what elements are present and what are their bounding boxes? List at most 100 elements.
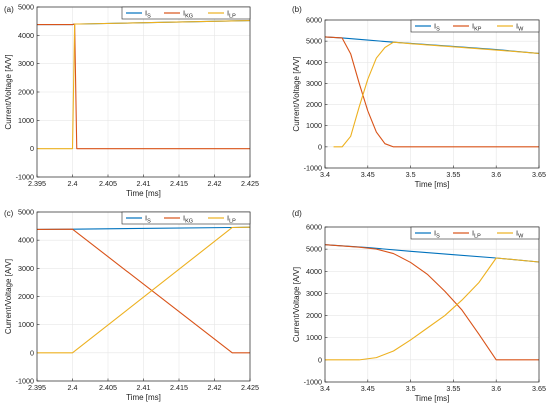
legend-entry: ILP bbox=[227, 214, 236, 225]
y-tick-label: 1000 bbox=[18, 320, 34, 329]
x-tick-label: 2.41 bbox=[137, 179, 151, 188]
x-tick-label: 3.4 bbox=[320, 170, 330, 179]
x-axis-label: Time [ms] bbox=[415, 394, 450, 403]
legend: IS IKG ILP bbox=[121, 6, 251, 20]
legend-entry: IS bbox=[145, 214, 151, 225]
y-tick-label: 3000 bbox=[18, 264, 34, 273]
y-tick-label: 4000 bbox=[306, 267, 322, 276]
chart-panel: 3.4 3.45 3.5 3.55 3.6 3.65 -1000 0 1000 2000 3000 4… bbox=[292, 5, 546, 189]
x-tick-label: 3.45 bbox=[361, 170, 375, 179]
panel-label: (b) bbox=[292, 5, 302, 14]
x-tick-label: 3.55 bbox=[446, 384, 460, 393]
x-tick-label: 3.5 bbox=[406, 384, 416, 393]
x-axis-label: Time [ms] bbox=[126, 393, 161, 402]
series-line bbox=[324, 244, 539, 361]
y-tick-label: 2000 bbox=[18, 292, 34, 301]
y-tick-label: 1000 bbox=[18, 116, 34, 125]
legend-entry: ILP bbox=[472, 229, 481, 240]
x-tick-label: 2.405 bbox=[99, 383, 117, 392]
legend-entry: IKG bbox=[183, 9, 193, 20]
y-axis-label: Current/Voltage [A/V] bbox=[292, 267, 301, 342]
legend: IS IKP IW bbox=[410, 19, 540, 33]
legend-entry: IS bbox=[145, 9, 151, 20]
legend-entry: ILP bbox=[227, 9, 236, 20]
legend-box bbox=[410, 19, 540, 33]
plot-area bbox=[325, 20, 539, 168]
series-line bbox=[36, 228, 250, 354]
y-tick-label: -1000 bbox=[304, 378, 322, 387]
y-tick-label: -1000 bbox=[304, 164, 322, 173]
series-line bbox=[37, 226, 251, 354]
x-tick-label: 2.405 bbox=[99, 179, 117, 188]
legend-entry: IKG bbox=[183, 214, 193, 225]
x-tick-label: 2.4 bbox=[68, 383, 78, 392]
x-tick-label: 3.65 bbox=[532, 170, 546, 179]
plot-area bbox=[325, 227, 539, 382]
y-tick-label: 4000 bbox=[306, 58, 322, 67]
legend-entry: IKP bbox=[472, 22, 482, 33]
legend-box bbox=[121, 6, 251, 20]
x-tick-label: 3.6 bbox=[491, 384, 501, 393]
chart-panel: 2.395 2.4 2.405 2.41 2.415 2.42 2.425 -1000 0 100… bbox=[4, 3, 259, 199]
y-tick-label: -1000 bbox=[16, 377, 34, 386]
legend-entry: IS bbox=[434, 229, 440, 240]
y-tick-label: 2000 bbox=[18, 88, 34, 97]
legend-entry: IW bbox=[516, 229, 524, 240]
y-tick-label: 1000 bbox=[306, 333, 322, 342]
y-tick-label: 2000 bbox=[306, 100, 322, 109]
y-tick-label: 5000 bbox=[306, 245, 322, 254]
series-line bbox=[324, 36, 539, 148]
x-tick-label: 2.425 bbox=[241, 179, 259, 188]
x-tick-label: 2.415 bbox=[170, 383, 188, 392]
y-axis-label: Current/Voltage [A/V] bbox=[4, 54, 13, 129]
y-tick-label: 0 bbox=[318, 355, 322, 364]
x-tick-label: 2.41 bbox=[137, 383, 151, 392]
x-tick-label: 2.4 bbox=[68, 179, 78, 188]
x-tick-label: 2.425 bbox=[241, 383, 259, 392]
x-tick-label: 2.42 bbox=[208, 179, 222, 188]
y-axis-label: Current/Voltage [A/V] bbox=[4, 259, 13, 334]
y-tick-label: 4000 bbox=[18, 236, 34, 245]
y-tick-label: 4000 bbox=[18, 31, 34, 40]
legend: IS ILP IW bbox=[410, 226, 540, 240]
panel-label: (c) bbox=[4, 209, 14, 218]
y-tick-label: 0 bbox=[30, 144, 34, 153]
y-tick-label: 5000 bbox=[18, 3, 34, 12]
series-line bbox=[37, 20, 251, 150]
panel-label: (a) bbox=[4, 5, 14, 14]
y-tick-label: 2000 bbox=[306, 311, 322, 320]
y-tick-label: 6000 bbox=[306, 16, 322, 25]
y-tick-label: 3000 bbox=[306, 289, 322, 298]
y-tick-label: 5000 bbox=[306, 37, 322, 46]
y-tick-label: -1000 bbox=[16, 173, 34, 182]
x-tick-label: 2.42 bbox=[208, 383, 222, 392]
y-tick-label: 0 bbox=[318, 142, 322, 151]
x-tick-label: 2.395 bbox=[28, 383, 46, 392]
series-line bbox=[333, 41, 540, 148]
x-tick-label: 2.415 bbox=[170, 179, 188, 188]
series-line bbox=[325, 257, 540, 361]
legend: IS IKG ILP bbox=[121, 211, 251, 225]
y-tick-label: 3000 bbox=[18, 59, 34, 68]
x-axis-label: Time [ms] bbox=[126, 189, 161, 198]
y-tick-label: 1000 bbox=[306, 121, 322, 130]
x-tick-label: 3.45 bbox=[361, 384, 375, 393]
x-tick-label: 3.5 bbox=[406, 170, 416, 179]
x-tick-label: 3.65 bbox=[532, 384, 546, 393]
x-axis-label: Time [ms] bbox=[415, 180, 450, 189]
y-axis-label: Current/Voltage [A/V] bbox=[292, 56, 301, 131]
x-tick-label: 3.4 bbox=[320, 384, 330, 393]
x-tick-label: 3.55 bbox=[446, 170, 460, 179]
legend-entry: IS bbox=[434, 22, 440, 33]
panel-label: (d) bbox=[292, 209, 302, 218]
legend-entry: IW bbox=[516, 22, 524, 33]
y-tick-label: 5000 bbox=[18, 208, 34, 217]
chart-panel: 2.395 2.4 2.405 2.41 2.415 2.42 2.425 -1000 0 100… bbox=[4, 208, 259, 403]
y-tick-label: 3000 bbox=[306, 79, 322, 88]
x-tick-label: 3.6 bbox=[491, 170, 501, 179]
legend-box bbox=[410, 226, 540, 240]
y-tick-label: 6000 bbox=[306, 223, 322, 232]
y-tick-label: 0 bbox=[30, 348, 34, 357]
legend-box bbox=[121, 211, 251, 225]
